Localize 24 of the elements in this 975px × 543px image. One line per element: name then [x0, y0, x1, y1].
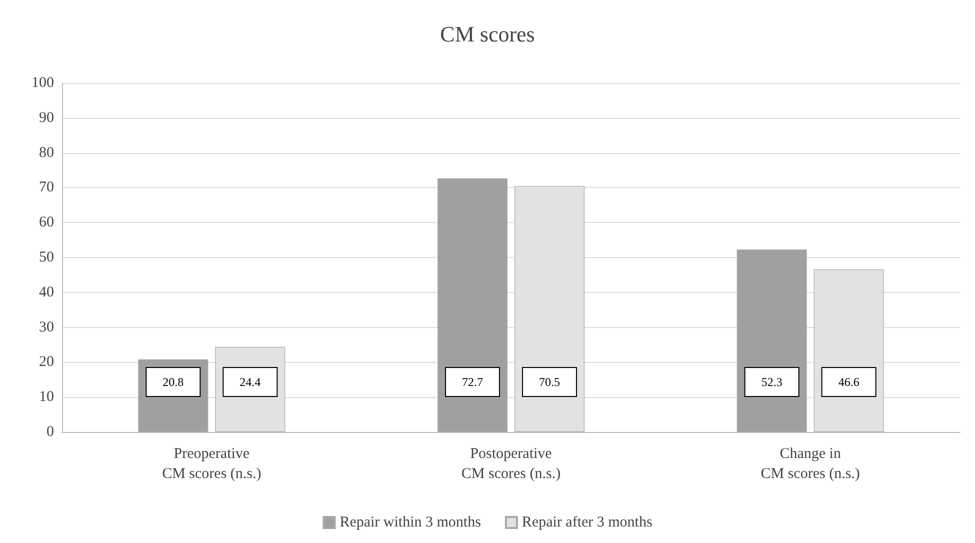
- y-tick-label: 20: [39, 354, 54, 370]
- y-tick-label: 0: [46, 424, 54, 440]
- y-tick-label: 40: [39, 284, 54, 300]
- data-label: 46.6: [838, 375, 860, 389]
- y-tick-label: 100: [32, 75, 54, 91]
- x-tick-label: Preoperative CM scores (n.s.): [162, 446, 262, 482]
- x-tick-label: Postoperative CM scores (n.s.): [461, 446, 561, 482]
- chart-title: CM scores: [440, 22, 535, 46]
- bar: [438, 178, 508, 432]
- y-tick-label: 80: [39, 144, 54, 161]
- y-tick-label: 10: [39, 389, 54, 406]
- y-tick-label: 30: [39, 319, 54, 336]
- data-label: 52.3: [761, 375, 782, 389]
- y-tick-label: 60: [39, 214, 54, 231]
- data-label: 70.5: [539, 375, 560, 389]
- y-tick-label: 50: [39, 250, 54, 266]
- data-label: 24.4: [240, 375, 261, 389]
- x-tick-label: Change in CM scores (n.s.): [760, 446, 860, 482]
- y-tick-label: 90: [39, 110, 54, 126]
- legend-label: Repair within 3 months: [340, 514, 482, 530]
- legend-label: Repair after 3 months: [522, 514, 652, 530]
- data-label: 72.7: [462, 375, 483, 389]
- y-tick-label: 70: [39, 180, 54, 196]
- data-label: 20.8: [162, 375, 184, 389]
